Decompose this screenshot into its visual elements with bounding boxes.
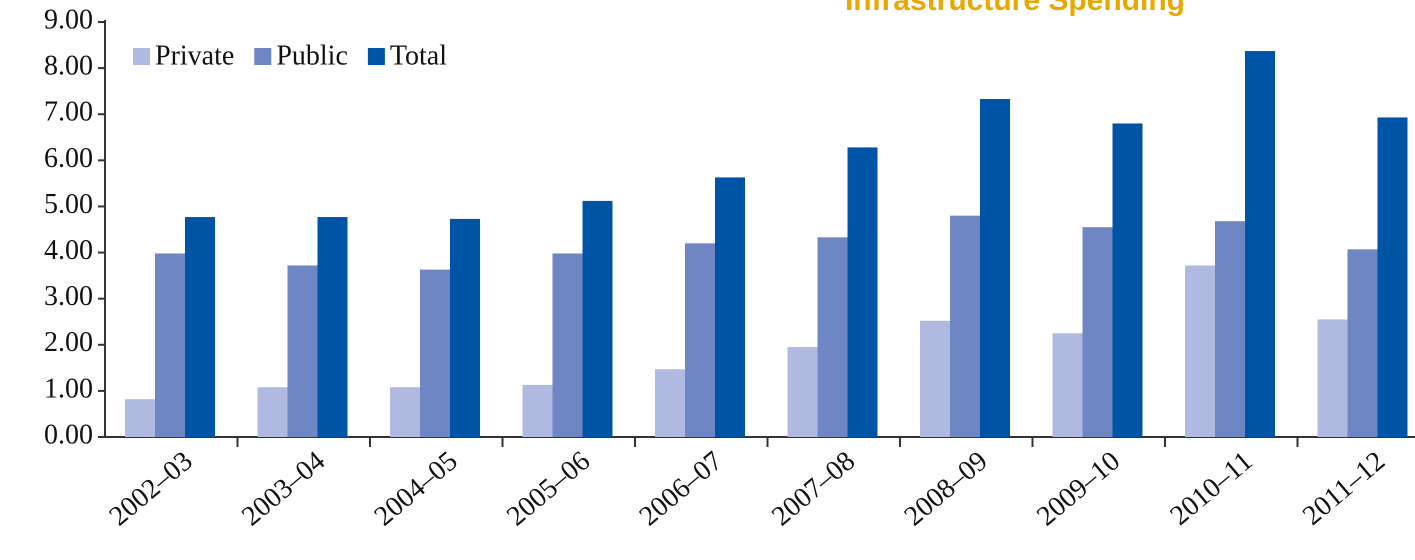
- bar: [185, 217, 215, 437]
- bar: [655, 369, 685, 437]
- legend-swatch: [254, 48, 272, 65]
- bar: [1215, 221, 1245, 437]
- x-tick-label: 2002–03: [104, 446, 199, 533]
- bar: [950, 215, 980, 437]
- bar: [920, 320, 950, 437]
- x-tick-label: 2006–07: [634, 446, 729, 533]
- legend-label: Private: [155, 40, 234, 71]
- bar: [257, 387, 288, 437]
- bar: [1317, 319, 1348, 437]
- bar: [155, 253, 185, 437]
- x-tick-label: 2010–11: [1164, 446, 1258, 532]
- bar: [817, 237, 848, 437]
- bar: [1245, 51, 1275, 438]
- x-tick-label: 2008–09: [899, 446, 994, 533]
- x-tick-label: 2009–10: [1031, 446, 1126, 533]
- bar: [287, 265, 318, 437]
- legend-label: Total: [390, 40, 447, 71]
- y-tick-label: 2.00: [44, 327, 93, 358]
- bar: [552, 253, 583, 437]
- bar: [1185, 265, 1215, 437]
- bar: [715, 177, 745, 437]
- bar: [787, 347, 818, 437]
- bar: [1347, 249, 1378, 437]
- bar: [1112, 123, 1143, 437]
- bar: [1377, 117, 1408, 437]
- bar: [317, 217, 348, 437]
- x-tick-label: 2003–04: [236, 446, 331, 533]
- y-tick-label: 9.00: [44, 4, 93, 35]
- chart-title: Infrastructure Spending: [845, 0, 1185, 17]
- bar: [980, 99, 1010, 437]
- y-tick-label: 1.00: [44, 373, 93, 404]
- legend-swatch: [367, 48, 385, 65]
- legend-label: Public: [276, 40, 348, 71]
- bar: [390, 387, 420, 437]
- bar: [582, 200, 613, 437]
- x-tick-label: 2011–12: [1297, 446, 1391, 532]
- bar: [522, 384, 553, 437]
- y-tick-label: 0.00: [44, 419, 93, 450]
- bar: [125, 399, 155, 437]
- bar: [450, 218, 480, 437]
- y-tick-label: 5.00: [44, 189, 93, 220]
- y-tick-label: 6.00: [44, 143, 93, 174]
- y-tick-label: 8.00: [44, 51, 93, 82]
- bar: [1052, 333, 1083, 437]
- bar: [847, 147, 878, 437]
- y-tick-label: 4.00: [44, 235, 93, 266]
- x-tick-label: 2005–06: [501, 446, 596, 533]
- legend-swatch: [133, 48, 150, 65]
- y-tick-label: 7.00: [44, 97, 93, 128]
- x-tick-label: 2004–05: [369, 446, 464, 533]
- bar: [1082, 227, 1113, 437]
- x-tick-label: 2007–08: [766, 446, 861, 533]
- bar: [685, 243, 715, 437]
- y-tick-label: 3.00: [44, 281, 93, 312]
- bar: [420, 269, 450, 437]
